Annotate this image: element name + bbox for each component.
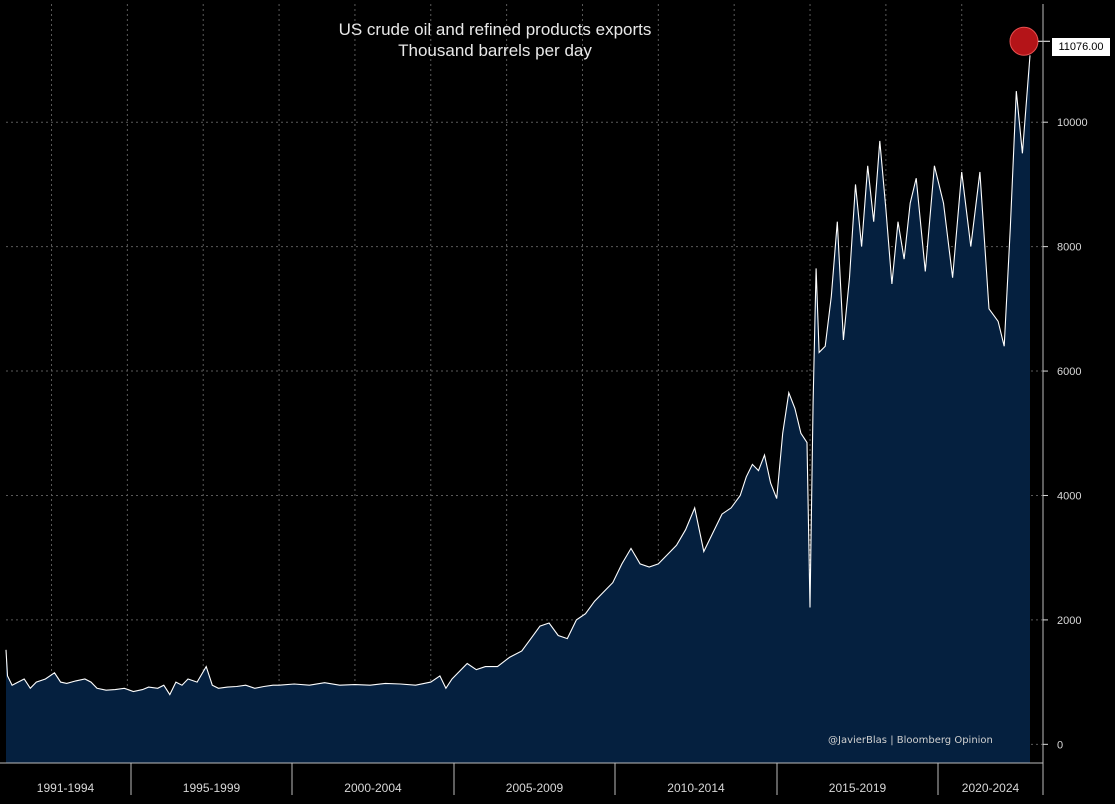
gridlines [6, 4, 1043, 763]
y-tick-label: 6000 [1057, 366, 1081, 378]
x-tick-label: 2000-2004 [344, 781, 402, 795]
chart-subtitle: Thousand barrels per day [398, 41, 592, 60]
series-area-fill [6, 55, 1030, 764]
chart-title: US crude oil and refined products export… [338, 20, 652, 39]
x-tick-label: 1995-1999 [183, 781, 241, 795]
x-tick-label: 2015-2019 [829, 781, 887, 795]
axes [0, 4, 1044, 764]
y-tick-labels: 0 2000 4000 6000 8000 10000 [1043, 117, 1088, 751]
y-tick-label: 4000 [1057, 490, 1081, 502]
y-tick-label: 10000 [1057, 117, 1088, 129]
last-value-marker [1009, 26, 1039, 56]
y-tick-label: 8000 [1057, 242, 1081, 254]
y-tick-label: 2000 [1057, 615, 1081, 627]
x-tick-label: 2010-2014 [667, 781, 725, 795]
series-line [5, 55, 1031, 696]
y-tick-label: 0 [1057, 739, 1063, 751]
last-value-label: 11076.00 [1052, 38, 1110, 56]
x-tick-labels: 1991-1994 1995-1999 2000-2004 2005-2009 2010… [37, 763, 1044, 795]
x-tick-label: 1991-1994 [37, 781, 95, 795]
chart-credit: @JavierBlas | Bloomberg Opinion [828, 735, 993, 746]
x-tick-label: 2020-2024 [962, 781, 1020, 795]
x-tick-label: 2005-2009 [506, 781, 564, 795]
